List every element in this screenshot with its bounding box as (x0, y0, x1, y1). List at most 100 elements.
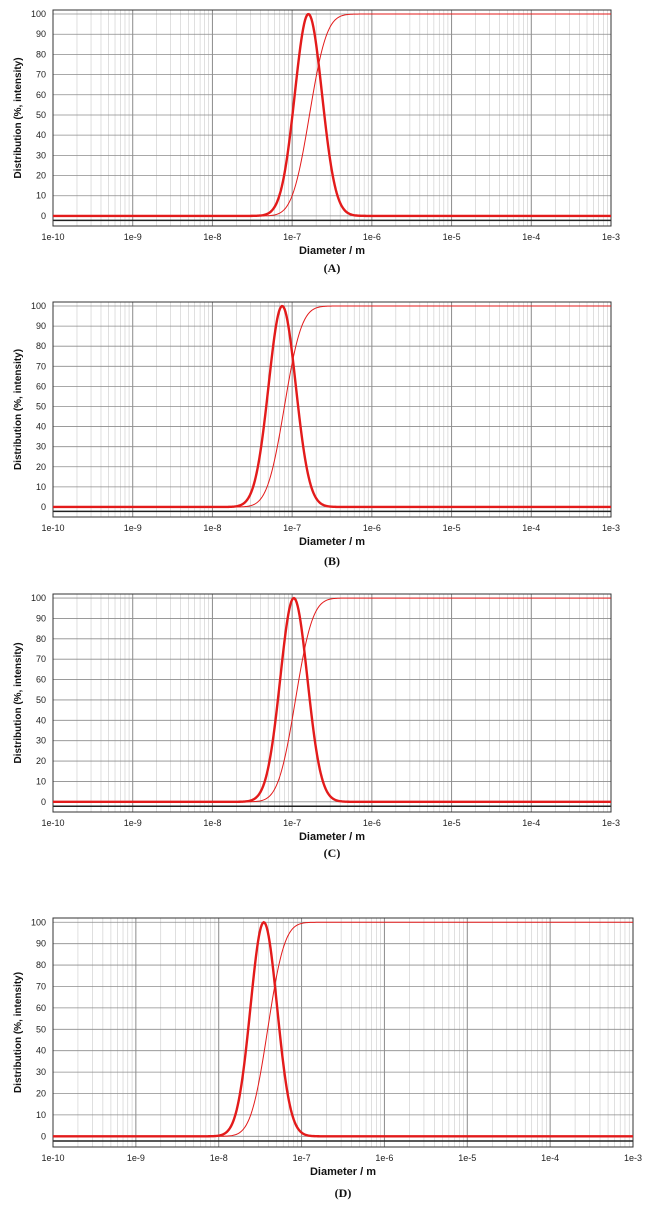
series-line-distribution (53, 12, 611, 218)
x-tick-label: 1e-5 (458, 1153, 476, 1163)
x-tick-label: 1e-3 (624, 1153, 642, 1163)
major-gridlines (53, 594, 611, 812)
y-tick-label: 60 (36, 1003, 46, 1013)
x-tick-label: 1e-5 (443, 523, 461, 533)
y-tick-label: 90 (36, 613, 46, 623)
y-tick-label: 20 (36, 756, 46, 766)
y-tick-label: 0 (41, 797, 46, 807)
y-axis-label: Distribution (%, intensity) (13, 57, 24, 178)
minor-gridlines (76, 10, 608, 226)
plot-frame (52, 9, 612, 227)
x-tick-label: 1e-6 (363, 818, 381, 828)
y-tick-label: 50 (36, 401, 46, 411)
y-tick-label: 80 (36, 634, 46, 644)
y-tick-label: 70 (36, 70, 46, 80)
y-tick-label: 0 (41, 1131, 46, 1141)
x-tick-label: 1e-6 (363, 232, 381, 242)
y-tick-label: 70 (36, 361, 46, 371)
x-tick-label: 1e-7 (293, 1153, 311, 1163)
x-tick-label: 1e-8 (203, 232, 221, 242)
y-tick-label: 70 (36, 981, 46, 991)
y-tick-label: 60 (36, 90, 46, 100)
x-tick-label: 1e-10 (41, 523, 64, 533)
x-tick-label: 1e-7 (283, 818, 301, 828)
panel-caption: (B) (324, 554, 340, 568)
x-tick-label: 1e-10 (41, 232, 64, 242)
chart-panel-c: 0 10 20 30 40 50 60 70 80 90 100 1e-10 1e-9 1e-8 1e-7 1… (13, 593, 620, 860)
x-tick-label: 1e-9 (124, 818, 142, 828)
x-tick-label: 1e-8 (203, 523, 221, 533)
major-gridlines (53, 918, 633, 1147)
x-tick-label: 1e-4 (522, 818, 540, 828)
y-tick-label: 80 (36, 341, 46, 351)
minor-gridlines (76, 302, 608, 517)
y-tick-label: 80 (36, 49, 46, 59)
minor-gridlines (76, 594, 608, 812)
x-axis-label: Diameter / m (299, 245, 365, 257)
y-tick-label: 50 (36, 695, 46, 705)
x-tick-label: 1e-3 (602, 523, 620, 533)
y-tick-label: 40 (36, 422, 46, 432)
y-tick-label: 100 (31, 917, 46, 927)
y-tick-label: 30 (36, 442, 46, 452)
y-tick-label: 10 (36, 191, 46, 201)
x-tick-label: 1e-10 (41, 818, 64, 828)
x-tick-label: 1e-9 (124, 523, 142, 533)
x-tick-label: 1e-4 (522, 232, 540, 242)
x-tick-label: 1e-9 (124, 232, 142, 242)
y-tick-label: 90 (36, 321, 46, 331)
y-axis-label: Distribution (%, intensity) (13, 642, 24, 763)
x-axis-label: Diameter / m (299, 536, 365, 548)
y-axis-label: Distribution (%, intensity) (13, 349, 24, 470)
x-tick-label: 1e-7 (283, 523, 301, 533)
y-tick-label: 50 (36, 110, 46, 120)
panel-caption: (D) (335, 1186, 352, 1200)
minor-gridlines (77, 918, 630, 1147)
y-tick-label: 90 (36, 939, 46, 949)
y-tick-label: 30 (36, 736, 46, 746)
x-tick-label: 1e-3 (602, 818, 620, 828)
x-tick-label: 1e-3 (602, 232, 620, 242)
y-tick-label: 40 (36, 130, 46, 140)
y-tick-label: 100 (31, 301, 46, 311)
y-tick-label: 40 (36, 715, 46, 725)
y-tick-label: 0 (41, 502, 46, 512)
plot-frame (52, 301, 612, 518)
x-tick-label: 1e-4 (522, 523, 540, 533)
y-tick-label: 90 (36, 29, 46, 39)
y-tick-label: 10 (36, 482, 46, 492)
series-line-distribution (53, 920, 633, 1138)
major-gridlines (53, 10, 611, 226)
x-tick-label: 1e-5 (443, 232, 461, 242)
y-tick-label: 60 (36, 675, 46, 685)
y-tick-label: 30 (36, 150, 46, 160)
chart-panel-b: 0 10 20 30 40 50 60 70 80 90 100 1e-10 1e-9 1e-8 1e-7 1… (13, 301, 620, 568)
y-tick-label: 80 (36, 960, 46, 970)
plot-frame (52, 917, 634, 1148)
x-tick-label: 1e-7 (283, 232, 301, 242)
x-tick-label: 1e-10 (41, 1153, 64, 1163)
y-tick-label: 50 (36, 1024, 46, 1034)
series-line-distribution (53, 304, 611, 509)
y-tick-label: 10 (36, 1110, 46, 1120)
y-tick-label: 100 (31, 593, 46, 603)
x-axis-label: Diameter / m (310, 1166, 376, 1178)
y-tick-label: 70 (36, 654, 46, 664)
y-tick-label: 20 (36, 462, 46, 472)
y-tick-label: 40 (36, 1046, 46, 1056)
x-tick-label: 1e-8 (210, 1153, 228, 1163)
x-tick-label: 1e-8 (203, 818, 221, 828)
x-tick-label: 1e-9 (127, 1153, 145, 1163)
x-tick-label: 1e-5 (443, 818, 461, 828)
panel-caption: (A) (324, 261, 341, 275)
y-tick-label: 10 (36, 776, 46, 786)
x-axis-label: Diameter / m (299, 831, 365, 843)
series-line-distribution (53, 596, 611, 804)
x-tick-label: 1e-6 (363, 523, 381, 533)
y-tick-label: 20 (36, 171, 46, 181)
y-tick-label: 60 (36, 381, 46, 391)
plot-frame (52, 593, 612, 813)
major-gridlines (53, 302, 611, 517)
panel-caption: (C) (324, 846, 341, 860)
